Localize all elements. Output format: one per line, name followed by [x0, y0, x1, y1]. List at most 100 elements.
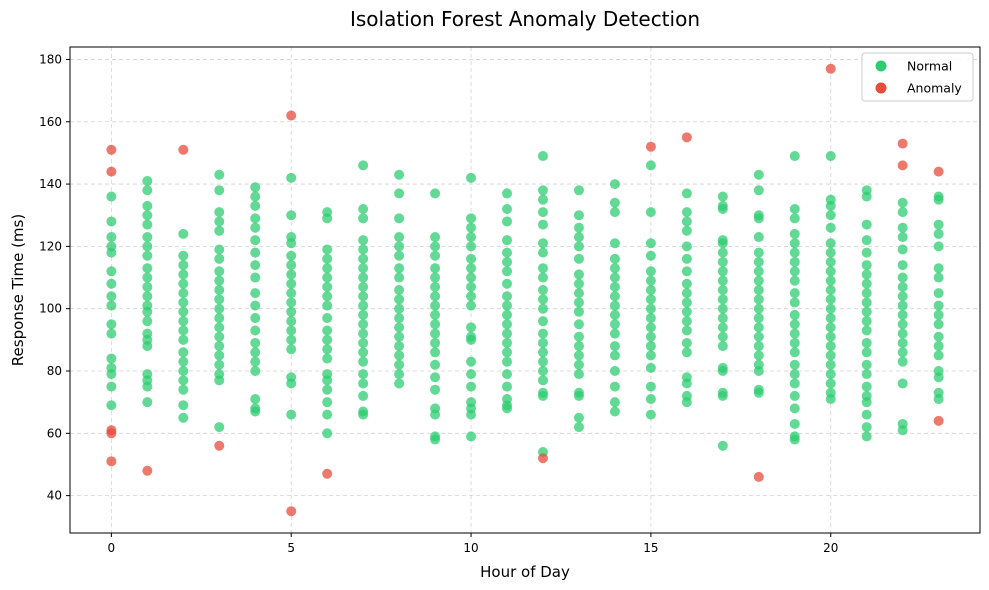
point-normal	[933, 309, 944, 320]
point-normal	[322, 325, 333, 336]
point-normal	[250, 366, 261, 376]
point-normal	[825, 350, 836, 361]
point-normal	[609, 272, 620, 283]
point-normal	[142, 185, 153, 196]
point-normal	[394, 213, 405, 224]
point-normal	[861, 325, 872, 336]
point-normal	[825, 359, 836, 370]
point-normal	[573, 306, 584, 317]
point-normal	[609, 207, 620, 218]
point-normal	[250, 325, 261, 336]
point-normal	[178, 278, 189, 289]
y-tick-label: 80	[47, 364, 62, 378]
point-normal	[681, 378, 692, 389]
point-normal	[358, 281, 369, 292]
point-normal	[537, 207, 548, 218]
point-normal	[681, 207, 692, 218]
point-normal	[753, 331, 764, 342]
point-normal	[214, 266, 225, 277]
point-normal	[825, 369, 836, 380]
point-normal	[537, 366, 548, 376]
point-normal	[717, 390, 728, 401]
point-normal	[358, 390, 369, 401]
point-normal	[609, 341, 620, 352]
point-normal	[466, 232, 477, 243]
point-normal	[250, 222, 261, 233]
point-normal	[753, 366, 764, 376]
point-normal	[142, 272, 153, 283]
point-normal	[430, 250, 441, 261]
point-normal	[537, 328, 548, 339]
point-normal	[753, 213, 764, 224]
point-normal	[286, 278, 297, 289]
point-normal	[250, 288, 261, 299]
point-normal	[250, 213, 261, 224]
y-tick-label: 160	[39, 115, 62, 129]
point-normal	[717, 303, 728, 314]
point-normal	[717, 275, 728, 286]
point-normal	[825, 378, 836, 389]
point-normal	[502, 309, 513, 320]
point-normal	[214, 422, 225, 433]
point-normal	[214, 225, 225, 236]
point-normal	[286, 210, 297, 221]
point-normal	[609, 309, 620, 320]
point-normal	[573, 269, 584, 280]
point-normal	[214, 331, 225, 342]
point-normal	[573, 253, 584, 264]
point-normal	[142, 232, 153, 243]
point-anomaly	[825, 63, 836, 74]
point-normal	[466, 369, 477, 380]
point-normal	[753, 294, 764, 305]
point-normal	[645, 350, 656, 361]
point-normal	[142, 291, 153, 302]
point-normal	[214, 244, 225, 255]
point-normal	[789, 204, 800, 214]
point-normal	[897, 425, 908, 436]
point-normal	[537, 390, 548, 401]
point-normal	[322, 244, 333, 255]
point-normal	[250, 347, 261, 358]
point-normal	[681, 188, 692, 199]
point-normal	[825, 151, 836, 162]
point-normal	[825, 266, 836, 277]
point-normal	[717, 313, 728, 324]
point-normal	[430, 263, 441, 274]
point-normal	[825, 210, 836, 221]
point-normal	[430, 372, 441, 383]
point-normal	[897, 222, 908, 233]
point-normal	[214, 375, 225, 386]
point-normal	[861, 219, 872, 230]
point-normal	[789, 359, 800, 370]
point-normal	[861, 306, 872, 317]
point-normal	[825, 247, 836, 258]
point-normal	[645, 381, 656, 392]
point-normal	[214, 275, 225, 286]
point-normal	[645, 238, 656, 249]
point-normal	[789, 347, 800, 358]
x-tick-label: 20	[823, 541, 838, 555]
point-normal	[142, 219, 153, 230]
point-normal	[394, 369, 405, 380]
point-anomaly	[681, 132, 692, 143]
point-normal	[358, 300, 369, 311]
legend-marker-normal	[875, 60, 887, 72]
point-normal	[286, 269, 297, 280]
point-normal	[502, 188, 513, 199]
point-normal	[394, 303, 405, 314]
point-normal	[717, 204, 728, 214]
point-normal	[502, 247, 513, 258]
point-normal	[753, 322, 764, 333]
point-normal	[178, 366, 189, 376]
point-normal	[537, 316, 548, 327]
point-normal	[178, 400, 189, 411]
point-normal	[502, 356, 513, 367]
point-normal	[466, 291, 477, 302]
point-normal	[322, 384, 333, 395]
point-normal	[214, 294, 225, 305]
point-normal	[537, 219, 548, 230]
x-tick-label: 0	[108, 541, 116, 555]
point-normal	[250, 337, 261, 348]
point-normal	[933, 288, 944, 299]
